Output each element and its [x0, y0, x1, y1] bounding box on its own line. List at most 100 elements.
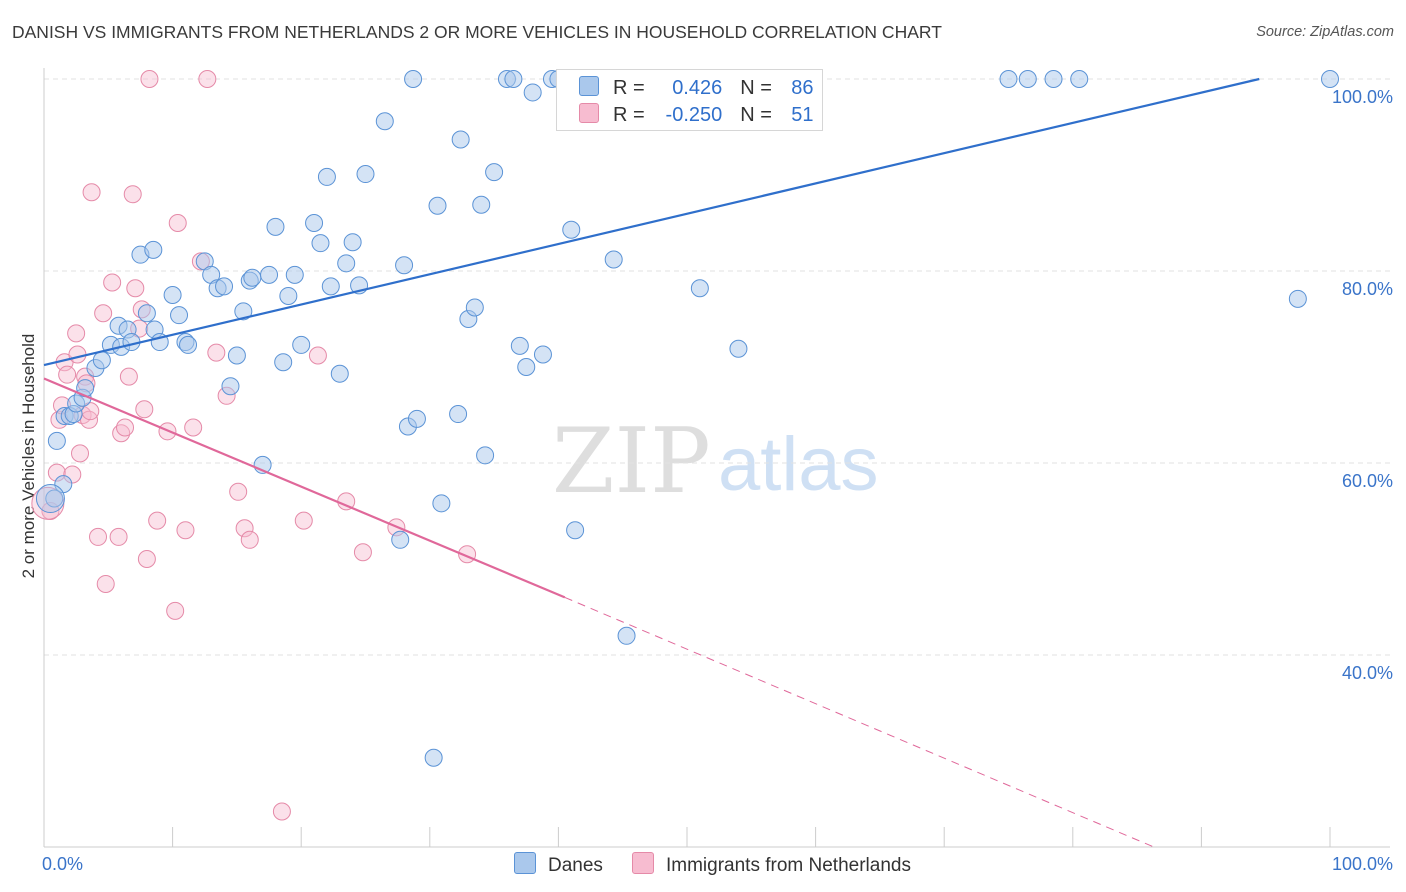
- netherlands-trend-line: [43, 377, 566, 599]
- legend-row-danes: R = 0.426 N = 86: [579, 76, 814, 100]
- y-tick-label: 100.0%: [1332, 87, 1393, 107]
- netherlands-point: [126, 279, 145, 298]
- bottom-legend-netherlands: Immigrants from Netherlands: [632, 852, 911, 877]
- y-axis-label: 2 or more Vehicles in Household: [19, 334, 38, 579]
- netherlands-point: [123, 185, 142, 204]
- netherlands-point: [353, 543, 372, 562]
- danes-point: [330, 364, 349, 383]
- danes-point: [144, 240, 163, 259]
- danes-point: [428, 196, 447, 215]
- netherlands-point: [103, 273, 122, 292]
- netherlands-point: [137, 550, 156, 568]
- danes-point: [395, 256, 414, 275]
- danes-point: [407, 409, 426, 428]
- danes-r-value: 0.426: [672, 77, 723, 99]
- axes: [43, 68, 1390, 848]
- danes-swatch: [579, 76, 599, 96]
- danes-point: [566, 521, 585, 540]
- legend-row-netherlands: R = -0.250 N = 51: [579, 103, 814, 127]
- x-tick-label: 100.0%: [1332, 854, 1393, 874]
- netherlands-n-value: 51: [791, 104, 814, 126]
- danes-point: [227, 346, 246, 365]
- danes-point: [260, 265, 279, 284]
- netherlands-point: [229, 482, 248, 501]
- danes-point: [485, 163, 504, 182]
- danes-point: [476, 446, 495, 465]
- netherlands-point: [176, 521, 195, 540]
- danes-point: [523, 83, 542, 102]
- x-tick-label: 0.0%: [42, 854, 83, 874]
- danes-point: [137, 304, 156, 323]
- danes-r-label: R =: [613, 77, 645, 99]
- danes-point: [45, 489, 64, 508]
- netherlands-point: [166, 601, 185, 620]
- netherlands-point: [135, 400, 154, 419]
- chart-source: Source: ZipAtlas.com: [1256, 24, 1394, 40]
- danes-n-value: 86: [791, 77, 814, 99]
- danes-point: [404, 70, 423, 88]
- danes-point: [562, 220, 581, 239]
- correlation-legend: R = 0.426 N = 86 R = -0.250 N = 51: [556, 69, 823, 131]
- watermark-atlas: atlas: [718, 422, 879, 507]
- danes-point: [690, 279, 709, 298]
- watermark-zip: ZIP: [552, 409, 711, 514]
- netherlands-point: [235, 519, 254, 538]
- netherlands-point: [198, 70, 217, 88]
- danes-point: [279, 286, 298, 305]
- netherlands-point: [272, 802, 291, 821]
- netherlands-n-label: N =: [740, 104, 772, 126]
- netherlands-point: [71, 444, 90, 463]
- danes-point: [1018, 70, 1037, 88]
- danes-point: [604, 250, 623, 269]
- danes-point: [424, 748, 443, 767]
- danes-point: [179, 335, 198, 354]
- netherlands-point: [294, 511, 313, 530]
- danes-point: [215, 277, 234, 296]
- danes-point: [533, 345, 552, 364]
- netherlands-r-value: -0.250: [665, 104, 723, 126]
- danes-point: [274, 353, 293, 372]
- netherlands-point: [168, 214, 187, 232]
- danes-point: [449, 405, 468, 424]
- danes-point: [47, 431, 66, 450]
- danes-point: [343, 233, 362, 252]
- netherlands-point: [67, 324, 86, 343]
- danes-point: [504, 70, 523, 88]
- netherlands-swatch: [579, 103, 599, 123]
- series-danes-points: [35, 70, 1339, 767]
- danes-point: [1288, 289, 1307, 308]
- netherlands-point: [308, 346, 327, 365]
- danes-point: [999, 70, 1018, 88]
- netherlands-point: [140, 70, 159, 88]
- grid: [44, 78, 1390, 656]
- danes-point: [317, 167, 336, 186]
- chart-title: DANISH VS IMMIGRANTS FROM NETHERLANDS 2 …: [12, 22, 942, 42]
- danes-point: [729, 339, 748, 358]
- danes-point-large: [35, 484, 65, 514]
- danes-point: [92, 351, 111, 370]
- danes-point: [356, 165, 375, 184]
- danes-trend-line: [43, 77, 1260, 367]
- netherlands-point: [119, 367, 138, 386]
- y-tick-label: 80.0%: [1342, 279, 1393, 299]
- danes-point: [517, 358, 536, 376]
- watermark: ZIP atlas: [552, 409, 879, 514]
- bottom-legend-danes: Danes: [514, 852, 603, 877]
- danes-point: [465, 298, 484, 317]
- y-tick-label: 60.0%: [1342, 471, 1393, 491]
- danes-point: [1044, 70, 1063, 88]
- danes-point: [321, 277, 340, 296]
- netherlands-trend-extension: [564, 596, 1155, 848]
- netherlands-point: [240, 530, 259, 549]
- y-tick-label: 40.0%: [1342, 663, 1393, 683]
- danes-point: [337, 254, 356, 273]
- netherlands-point: [116, 418, 135, 437]
- netherlands-point: [68, 345, 87, 364]
- danes-point: [243, 268, 262, 287]
- danes-point: [266, 217, 285, 236]
- danes-point: [163, 286, 182, 304]
- danes-point: [292, 335, 311, 354]
- danes-point: [170, 306, 189, 325]
- netherlands-point: [207, 343, 226, 362]
